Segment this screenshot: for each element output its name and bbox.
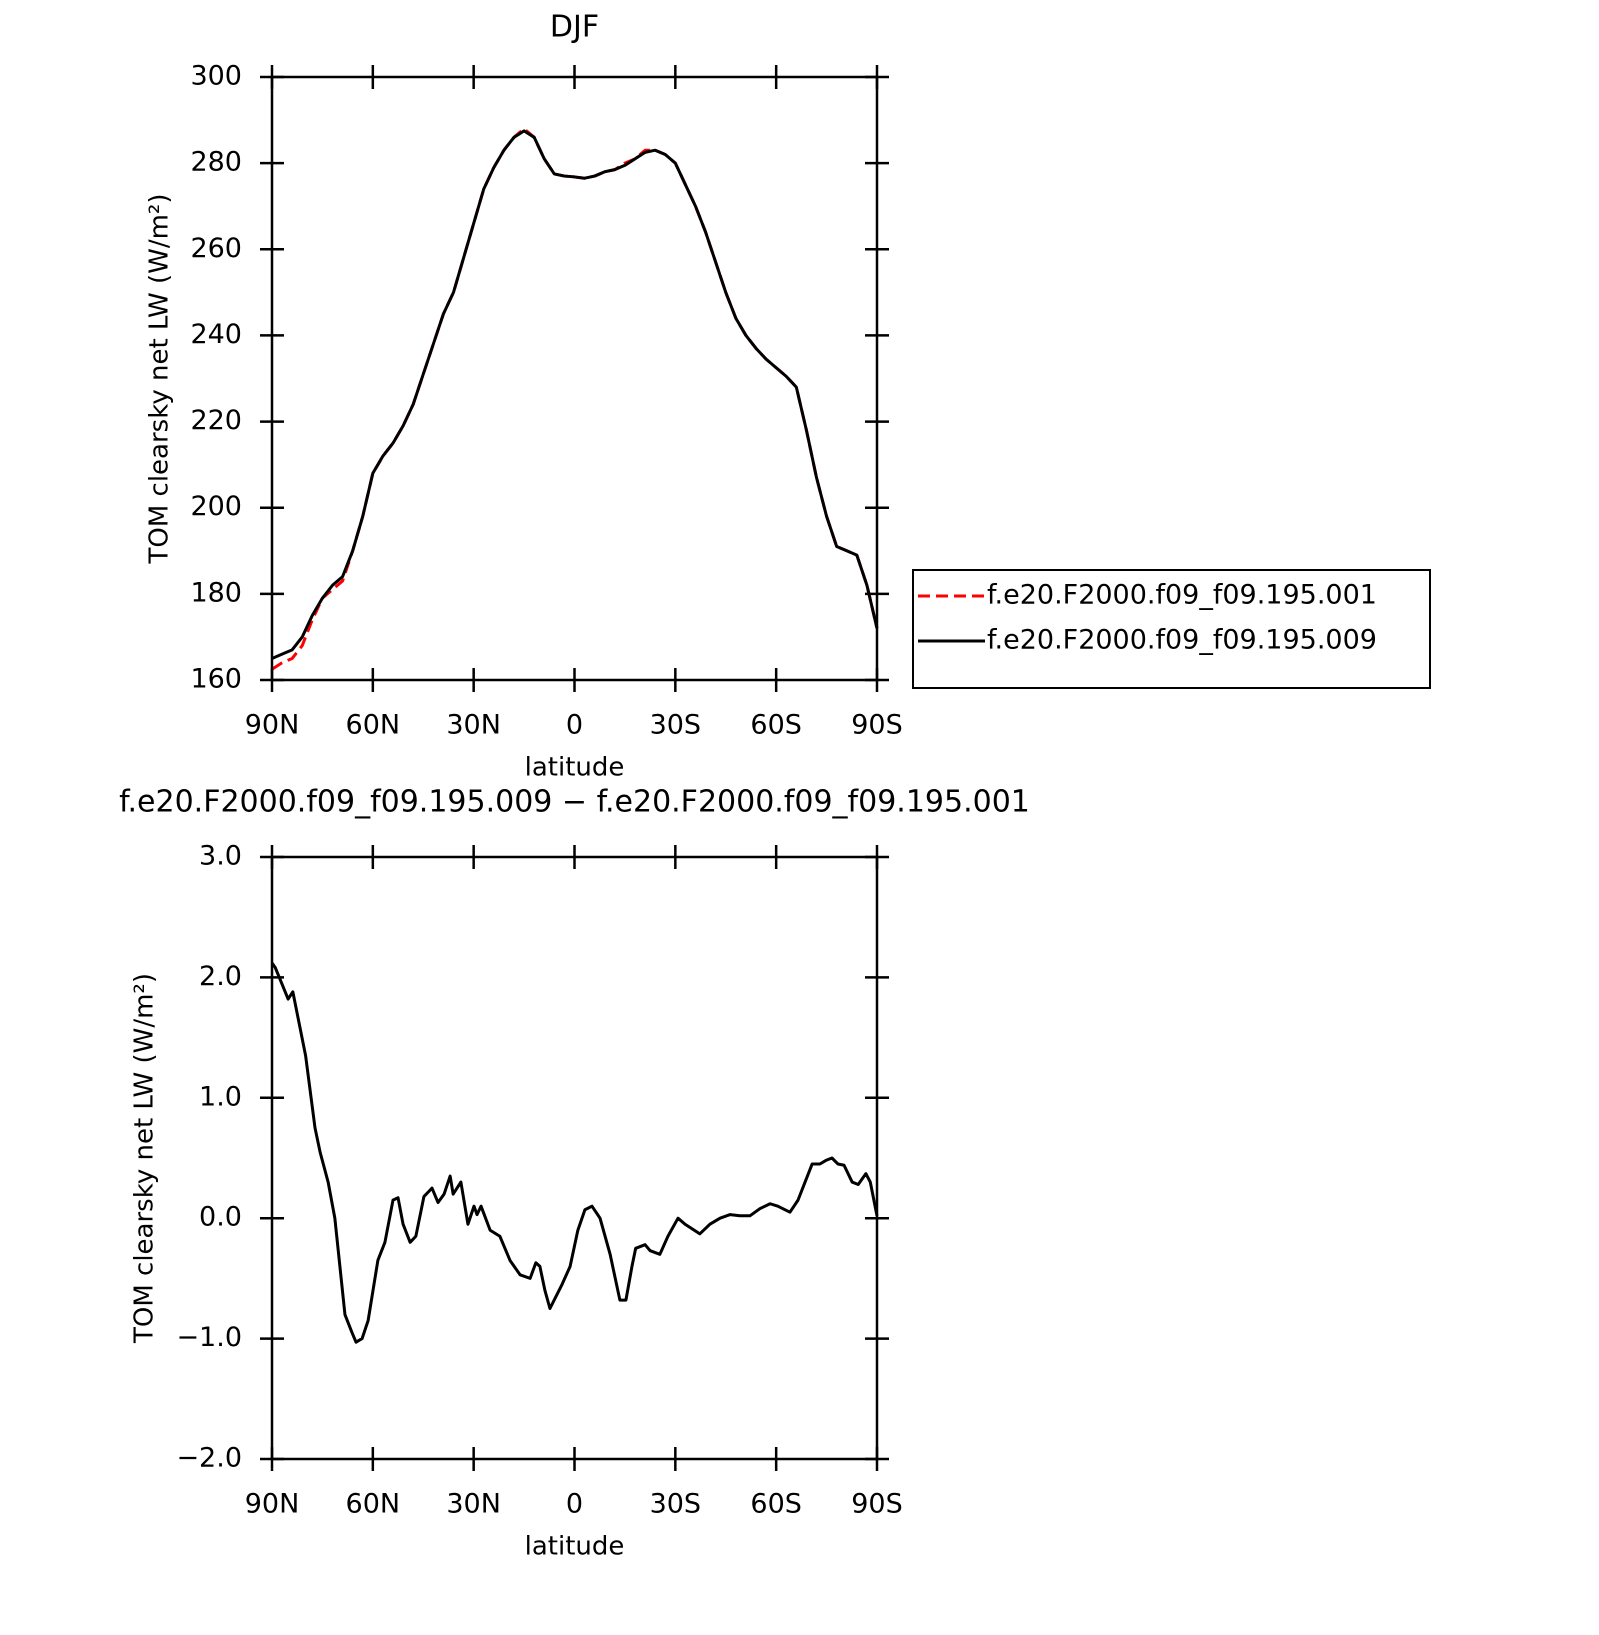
x-tick-label: 30N [446,710,501,741]
x-tick-label: 60S [750,710,802,741]
chart-title: f.e20.F2000.f09_f09.195.009 − f.e20.F200… [119,785,1030,820]
x-tick-label: 90S [851,710,903,741]
y-tick-label: 300 [190,61,242,92]
plot-frame [270,75,879,682]
y-tick-label: 1.0 [199,1081,242,1112]
y-axis-label: TOM clearsky net LW (W/m²) [145,193,175,564]
x-tick-label: 90N [245,1489,300,1520]
legend-label: f.e20.F2000.f09_f09.195.009 [987,625,1377,656]
y-tick-label: 260 [190,233,242,264]
y-tick-label: 200 [190,491,242,522]
x-axis-label: latitude [525,1532,625,1562]
plot-frame [270,855,879,1461]
y-tick-label: 2.0 [199,961,242,992]
y-tick-label: 280 [190,147,242,178]
data-line [271,129,879,660]
x-tick-label: 30S [650,1489,702,1520]
y-tick-label: −1.0 [176,1322,242,1353]
x-tick-label: 30N [446,1489,501,1520]
y-tick-label: 0.0 [199,1202,242,1233]
x-tick-label: 0 [566,710,583,741]
x-tick-label: 90S [851,1489,903,1520]
legend-box [912,569,1431,689]
y-axis-label: TOM clearsky net LW (W/m²) [130,973,160,1344]
x-tick-label: 60N [346,710,401,741]
y-tick-label: 220 [190,405,242,436]
x-tick-label: 30S [650,710,702,741]
data-line [271,127,879,671]
y-tick-label: −2.0 [176,1443,242,1474]
x-tick-label: 0 [566,1489,583,1520]
y-tick-label: 180 [190,577,242,608]
x-tick-label: 60N [346,1489,401,1520]
x-axis-label: latitude [525,753,625,783]
y-tick-label: 3.0 [199,841,242,872]
y-tick-label: 240 [190,319,242,350]
chart-title: DJF [550,10,599,45]
data-line [270,962,879,1344]
x-tick-label: 90N [245,710,300,741]
y-tick-label: 160 [190,664,242,695]
legend-label: f.e20.F2000.f09_f09.195.001 [987,580,1377,611]
x-tick-label: 60S [750,1489,802,1520]
